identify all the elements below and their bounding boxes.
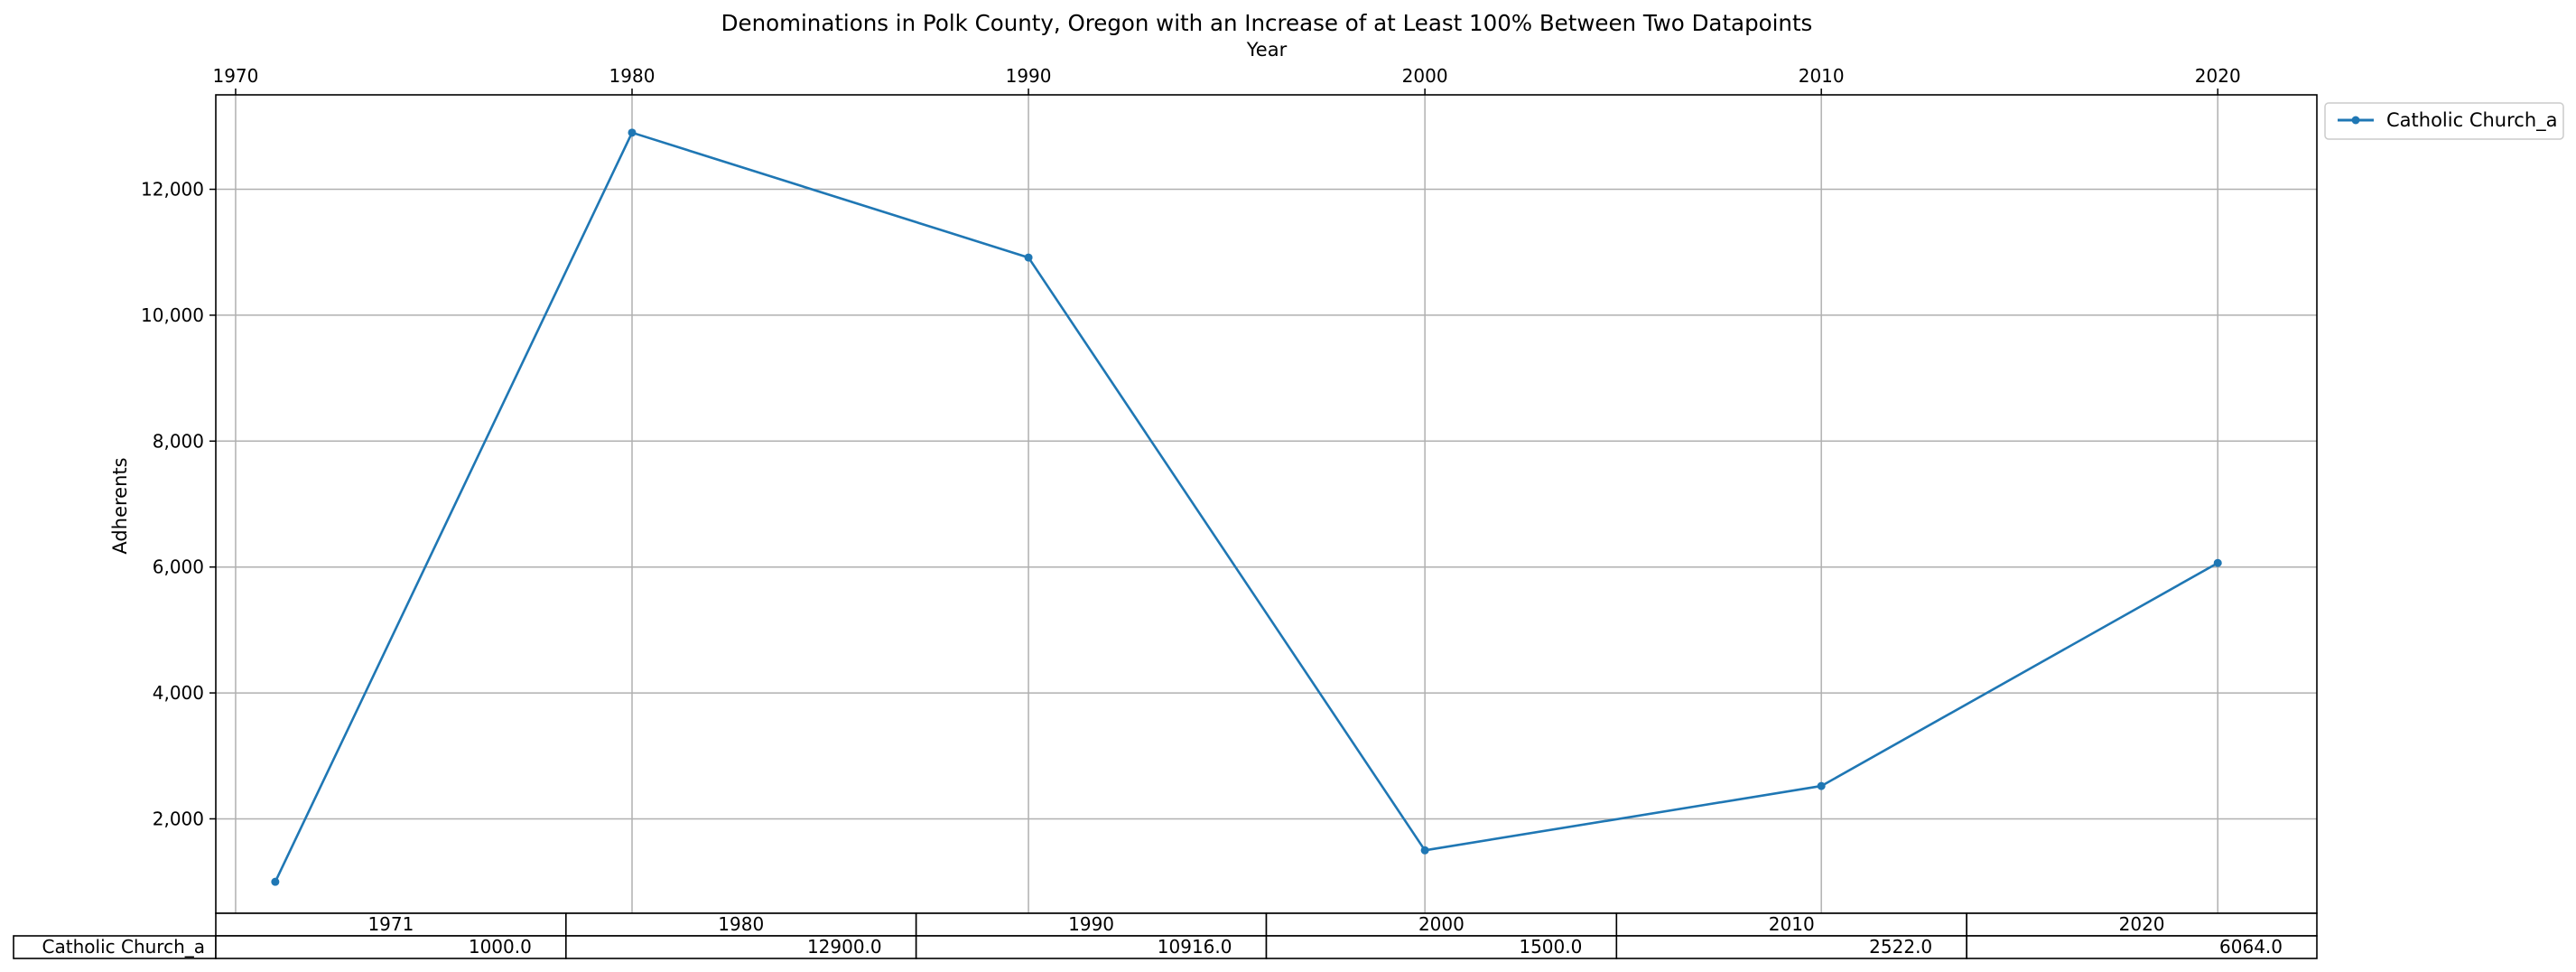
table-header-cell [915, 912, 1268, 937]
x-tick-label: 2020 [2195, 65, 2241, 87]
y-tick-label: 12,000 [141, 179, 204, 201]
data-point [271, 877, 280, 886]
axis-ticks: 1970 1980 1990 2000 2010 2020 2,000 4,000 6,000 8… [141, 65, 2241, 829]
table-cell [915, 935, 1268, 959]
data-point [1024, 253, 1033, 262]
table-column-header: 2020 [2119, 913, 2165, 935]
y-tick-label: 8,000 [153, 430, 204, 452]
chart-title: Denominations in Polk County, Oregon wit… [721, 10, 1813, 36]
table-column-header: 1990 [1068, 913, 1114, 935]
y-axis-title: Adherents [109, 457, 131, 554]
x-tick-label: 2010 [1799, 65, 1845, 87]
legend-frame [2324, 102, 2564, 140]
table-header-cell [1615, 912, 1967, 937]
table-column-header: 2000 [1418, 913, 1465, 935]
table-header-cell [565, 912, 917, 937]
x-tick-label: 2000 [1402, 65, 1448, 87]
x-tick-label: 1990 [1006, 65, 1052, 87]
x-tick-label: 1970 [212, 65, 258, 87]
table-cell [215, 935, 567, 959]
x-tick-label: 1980 [609, 65, 656, 87]
table-cell-value: 1000.0 [469, 936, 532, 958]
table-column-header: 1971 [367, 913, 414, 935]
table-cell-value: 10916.0 [1158, 936, 1232, 958]
table-cell-value: 6064.0 [2219, 936, 2283, 958]
legend-swatch-marker [2351, 116, 2360, 125]
table-cell-value: 12900.0 [807, 936, 882, 958]
x-axis-title: Year [1246, 39, 1288, 61]
table-column-header: 1980 [718, 913, 764, 935]
y-tick-label: 10,000 [141, 304, 204, 326]
data-point [1420, 846, 1429, 855]
table-cell-value: 1500.0 [1519, 936, 1582, 958]
table-row-label: Catholic Church_a [42, 936, 205, 958]
table-cell [565, 935, 917, 959]
table-cell [1966, 935, 2318, 959]
table-header-cell [215, 912, 567, 937]
y-tick-label: 6,000 [153, 556, 204, 578]
data-table: 1971 1980 1990 2000 2010 2020 Catholic Church_… [13, 912, 2318, 959]
series-line-catholic-church-a [274, 131, 2218, 883]
legend: Catholic Church_a [2324, 102, 2564, 140]
series-layer [271, 128, 2222, 886]
y-tick-label: 2,000 [153, 808, 204, 829]
data-point [1817, 781, 1826, 790]
grid-lines [216, 95, 2317, 913]
y-tick-label: 4,000 [153, 682, 204, 704]
table-row-label-cell [13, 935, 217, 959]
table-cell-value: 2522.0 [1869, 936, 1932, 958]
legend-entry-label: Catholic Church_a [2386, 109, 2558, 132]
data-point [628, 128, 637, 137]
data-point [2213, 558, 2222, 567]
table-column-header: 2010 [1769, 913, 1815, 935]
